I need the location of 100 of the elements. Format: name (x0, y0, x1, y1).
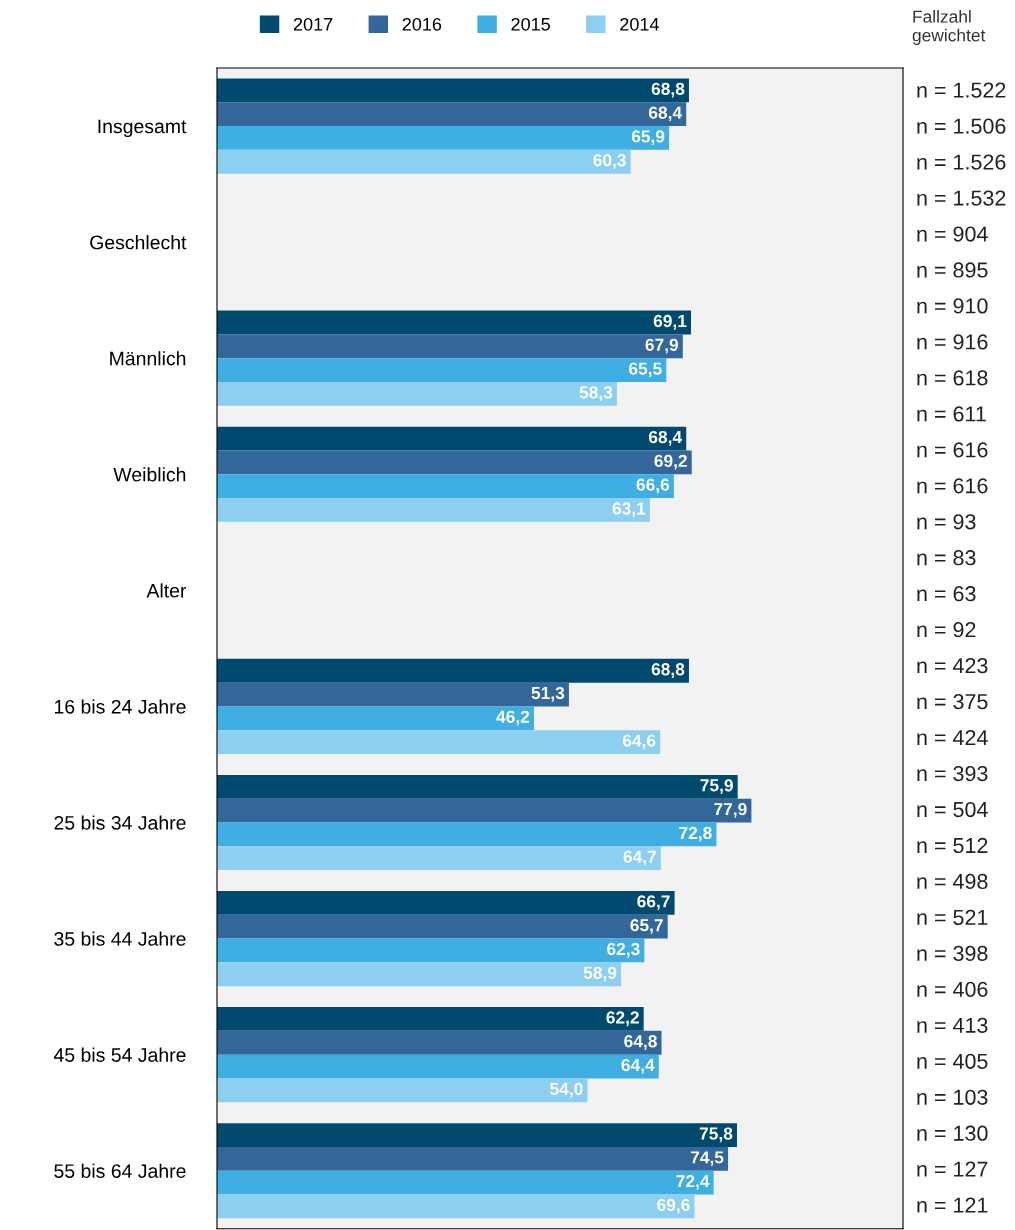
bar (217, 381, 617, 406)
bar (217, 730, 661, 755)
bar (217, 846, 661, 871)
data-label: 68,4 (648, 430, 683, 446)
data-label: 62,2 (606, 1011, 639, 1027)
data-label: 68,8 (651, 82, 685, 98)
text: n = 1.522 (917, 82, 1006, 98)
bar (217, 798, 752, 823)
bar (217, 822, 717, 847)
data-label: 68,8 (651, 663, 685, 678)
data-label: 72,4 (676, 1175, 710, 1190)
text: n = 424 (917, 729, 988, 745)
data-label: 75,9 (700, 779, 733, 794)
data-label: 66,6 (636, 478, 670, 494)
bar (217, 1030, 662, 1055)
bar (217, 1054, 659, 1079)
bar (217, 774, 738, 799)
data-label: 72,8 (679, 826, 712, 842)
bar (217, 358, 667, 382)
y-tick-label: Alter (146, 583, 187, 598)
bar (217, 78, 689, 103)
text: n = 1.506 (917, 118, 1006, 134)
data-label: 64,8 (624, 1035, 657, 1050)
data-label: 62,3 (607, 942, 640, 958)
bar (217, 914, 668, 939)
y-tick-label: 45 bis 54 Jahre (53, 1047, 186, 1062)
text: n = 504 (917, 801, 988, 818)
text: n = 127 (917, 1161, 988, 1177)
text: n = 916 (917, 334, 988, 350)
text: n = 512 (917, 837, 988, 854)
text: n = 130 (917, 1125, 988, 1141)
text: n = 904 (917, 226, 988, 242)
text: n = 413 (917, 1017, 988, 1033)
bar (217, 450, 692, 475)
bar (217, 126, 670, 150)
text: n = 393 (917, 765, 988, 782)
data-label: 46,2 (496, 710, 530, 726)
text: n = 618 (917, 370, 988, 386)
text: n = 895 (917, 262, 988, 278)
bar (217, 706, 534, 731)
text: n = 423 (917, 658, 988, 674)
text: n = 121 (917, 1197, 988, 1213)
data-label: 69,6 (657, 1198, 690, 1214)
bar (217, 938, 645, 963)
data-label: 68,4 (648, 106, 683, 122)
legend-label: 2017 (293, 17, 333, 31)
bar (217, 149, 631, 174)
text: n = 611 (917, 406, 986, 422)
y-tick-label: Weiblich (113, 467, 186, 482)
legend-label: 2014 (620, 17, 659, 31)
y-tick-label: Insgesamt (98, 119, 187, 138)
text: n = 406 (917, 981, 988, 997)
data-label: 69,2 (654, 454, 687, 470)
bar (217, 658, 689, 683)
data-label: 77,9 (714, 802, 747, 818)
bar (217, 334, 683, 359)
y-tick-label: Geschlecht (90, 235, 187, 250)
y-tick-label: 35 bis 44 Jahre (54, 931, 186, 946)
text: n = 616 (917, 442, 988, 458)
bar (217, 498, 650, 522)
bar (217, 310, 692, 335)
text: n = 103 (917, 1089, 988, 1105)
data-label: 67,9 (645, 338, 679, 354)
legend-label: 2015 (511, 17, 550, 31)
text: n = 1.526 (917, 154, 1006, 170)
bar (217, 890, 675, 915)
bar (217, 1194, 695, 1219)
legend-label: 2016 (402, 17, 442, 31)
bar (217, 1146, 729, 1171)
y-tick-label: 16 bis 24 Jahre (54, 699, 186, 714)
bar (217, 1007, 644, 1031)
data-label: 65,5 (629, 362, 662, 378)
text: n = 521 (917, 909, 988, 926)
text: Fallzahl gewichtet (912, 10, 986, 45)
data-label: 66,7 (637, 895, 670, 911)
data-label: 65,7 (630, 919, 663, 934)
text: n = 83 (917, 550, 976, 566)
text: n = 1.532 (917, 190, 1006, 206)
data-label: 58,3 (579, 386, 613, 402)
y-tick-label: Männlich (110, 351, 186, 366)
bar (217, 682, 569, 707)
bar (217, 1123, 737, 1147)
text: n = 92 (917, 622, 976, 638)
data-label: 54,0 (550, 1082, 583, 1098)
data-label: 69,1 (653, 314, 687, 330)
text: n = 498 (917, 873, 988, 890)
data-label: 60,3 (593, 154, 626, 169)
text: n = 63 (917, 586, 976, 602)
bar (217, 102, 687, 127)
data-label: 64,7 (623, 850, 656, 866)
text: n = 405 (917, 1053, 988, 1069)
bar (217, 1170, 714, 1195)
data-label: 75,8 (699, 1127, 733, 1143)
bar (217, 474, 674, 499)
data-label: 64,6 (622, 734, 656, 750)
bar (217, 1078, 588, 1103)
text: n = 375 (917, 693, 988, 710)
data-label: 64,4 (621, 1058, 655, 1074)
data-label: 74,5 (690, 1151, 724, 1167)
data-label: 51,3 (531, 686, 565, 702)
